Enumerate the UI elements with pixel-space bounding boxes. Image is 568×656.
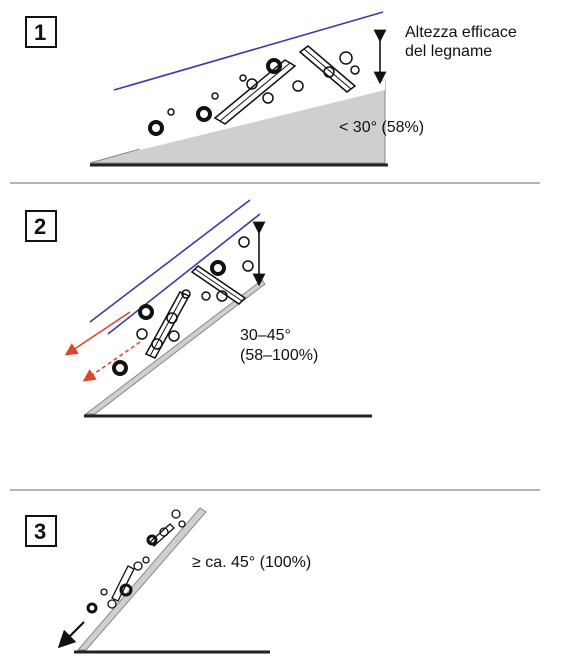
panel-3-boulder <box>142 556 150 564</box>
panel-1-angle-label: < 30° (58%) <box>339 119 424 136</box>
panel-3-boulder <box>133 561 143 571</box>
panel-1-boulder <box>148 120 164 136</box>
panel-3-number: 3 <box>34 519 46 544</box>
panel-1-blue-line <box>113 11 384 91</box>
panel-2-boulder <box>181 289 191 299</box>
panel-2-blue-line <box>107 213 261 335</box>
panel-2-boulder <box>112 360 128 376</box>
panel-1-height-label-line2: del legname <box>405 43 492 60</box>
panel-2-blue-line <box>89 199 251 323</box>
panel-1-height-label-line1: Altezza efficace <box>405 24 517 41</box>
panel-1-boulder <box>350 65 360 75</box>
panel-3-boulder <box>86 602 98 614</box>
panel-2-boulder <box>138 304 154 320</box>
panel-3-boulder <box>146 534 158 546</box>
panel-2-boulder <box>151 338 163 350</box>
panel-1-number: 1 <box>34 20 46 45</box>
panel-1-boulder <box>292 80 304 92</box>
panel-2-angle-label-line2: (58–100%) <box>240 347 318 364</box>
panel-2-flow-arrow <box>64 311 131 356</box>
panel-3-flow-arrow <box>57 621 85 649</box>
panel-2-slope <box>86 282 372 414</box>
panel-1: 1 Altezza efficace del legname < 30° (58… <box>25 11 517 167</box>
panel-1-boulder <box>211 92 219 100</box>
panel-2-boulder <box>210 260 226 276</box>
panel-2-log-grain <box>149 293 185 357</box>
panel-2-log-grain <box>194 268 243 302</box>
panel-2-boulder <box>168 330 180 342</box>
panel-2-flow-arrow <box>82 341 141 382</box>
panel-3-slope <box>76 507 207 651</box>
panel-1-boulder <box>262 92 274 104</box>
panel-3-boulder <box>119 583 133 597</box>
panel-2-angle-label-line1: 30–45° <box>240 327 291 344</box>
panel-2-boulder <box>242 260 254 272</box>
panel-3-boulder <box>171 509 181 519</box>
panel-1-boulder <box>239 74 247 82</box>
panel-3-boulder <box>100 588 108 596</box>
panel-1-boulder <box>196 106 212 122</box>
panel-1-boulder <box>323 66 335 78</box>
panel-3-boulder <box>178 520 186 528</box>
panel-1-deposit <box>135 80 385 150</box>
panel-1-number-box <box>25 16 57 48</box>
panel-2-boulder <box>216 290 228 302</box>
panel-2-number-box <box>25 210 57 242</box>
panel-1-boulder <box>246 78 258 90</box>
panel-3: 3 ≥ ca. 45° (100%) <box>25 507 311 654</box>
panel-2-number: 2 <box>34 214 46 239</box>
panel-1-boulder <box>266 58 282 74</box>
panel-3-boulder <box>107 599 117 609</box>
panel-1-log-grain <box>303 48 352 90</box>
panel-1-boulder <box>167 108 175 116</box>
panel-3-log <box>111 565 135 602</box>
panel-2: 2 30–45° (58–100%) <box>25 199 372 418</box>
panel-3-angle-label: ≥ ca. 45° (100%) <box>192 554 311 571</box>
panel-2-boulder <box>201 291 211 301</box>
panel-2-boulder <box>166 312 178 324</box>
panel-2-boulder <box>238 236 250 248</box>
panel-1-boulder <box>339 51 353 65</box>
panel-3-number-box <box>25 515 57 547</box>
panel-3-boulder <box>159 527 169 537</box>
panel-2-boulder <box>136 328 148 340</box>
